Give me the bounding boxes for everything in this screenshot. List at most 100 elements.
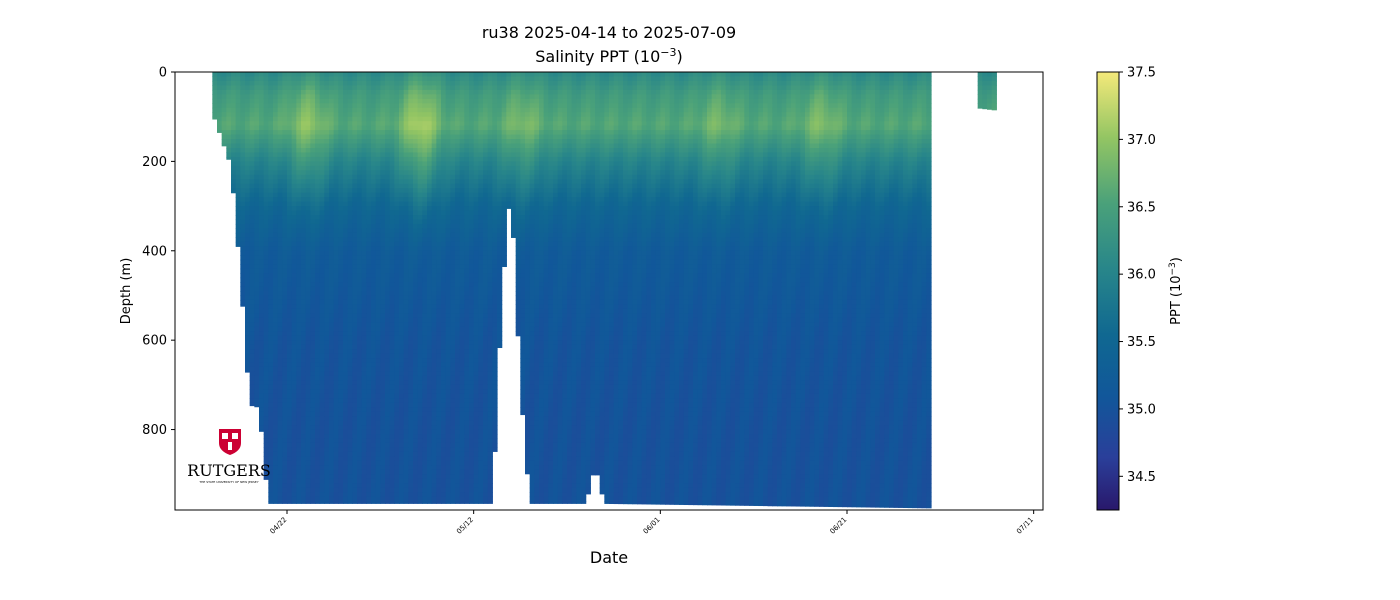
salinity-cell bbox=[333, 411, 339, 417]
salinity-cell bbox=[385, 273, 391, 279]
salinity-cell bbox=[380, 434, 386, 440]
salinity-cell bbox=[389, 371, 395, 377]
salinity-cell bbox=[371, 478, 377, 484]
salinity-cell bbox=[287, 246, 293, 252]
salinity-cell bbox=[329, 389, 335, 395]
salinity-cell bbox=[282, 107, 288, 113]
salinity-cell bbox=[408, 94, 414, 100]
salinity-cell bbox=[375, 76, 381, 82]
salinity-cell bbox=[431, 80, 437, 87]
salinity-cell bbox=[459, 112, 465, 118]
salinity-cell bbox=[450, 416, 456, 422]
salinity-cell bbox=[268, 451, 274, 457]
salinity-cell bbox=[422, 152, 428, 158]
salinity-cell bbox=[417, 366, 423, 373]
salinity-cell bbox=[235, 156, 241, 162]
salinity-cell bbox=[427, 434, 433, 440]
salinity-cell bbox=[375, 380, 381, 386]
salinity-cell bbox=[324, 165, 330, 171]
salinity-cell bbox=[352, 465, 358, 471]
salinity-cell bbox=[473, 98, 479, 104]
salinity-cell bbox=[249, 384, 255, 390]
salinity-cell bbox=[464, 98, 470, 104]
salinity-cell bbox=[375, 442, 381, 449]
salinity-cell bbox=[301, 80, 307, 87]
salinity-cell bbox=[287, 72, 293, 78]
salinity-cell bbox=[473, 232, 479, 238]
salinity-cell bbox=[333, 371, 339, 377]
salinity-cell bbox=[282, 353, 288, 359]
salinity-cell bbox=[305, 210, 311, 216]
salinity-cell bbox=[450, 295, 456, 301]
salinity-cell bbox=[450, 358, 456, 364]
salinity-cell bbox=[469, 451, 475, 457]
salinity-cell bbox=[380, 299, 386, 306]
salinity-cell bbox=[343, 496, 349, 502]
salinity-cell bbox=[324, 451, 330, 457]
salinity-cell bbox=[380, 282, 386, 288]
salinity-cell bbox=[361, 393, 367, 399]
salinity-cell bbox=[478, 130, 484, 136]
salinity-cell bbox=[427, 496, 433, 502]
salinity-cell bbox=[245, 161, 251, 167]
salinity-cell bbox=[310, 411, 316, 417]
salinity-cell bbox=[380, 255, 386, 261]
salinity-cell bbox=[403, 393, 409, 399]
salinity-cell bbox=[347, 389, 353, 395]
salinity-cell bbox=[333, 496, 339, 502]
salinity-cell bbox=[375, 246, 381, 252]
salinity-cell bbox=[445, 451, 451, 457]
salinity-cell bbox=[464, 228, 470, 234]
salinity-cell bbox=[464, 210, 470, 216]
salinity-cell bbox=[389, 349, 395, 355]
salinity-cell bbox=[389, 206, 395, 212]
salinity-cell bbox=[464, 165, 470, 171]
salinity-cell bbox=[315, 425, 321, 431]
salinity-cell bbox=[310, 384, 316, 390]
salinity-cell bbox=[478, 277, 484, 283]
salinity-cell bbox=[441, 384, 447, 390]
salinity-cell bbox=[352, 425, 358, 431]
salinity-cell bbox=[240, 295, 246, 301]
salinity-cell bbox=[399, 313, 405, 319]
salinity-cell bbox=[347, 228, 353, 234]
salinity-cell bbox=[352, 246, 358, 252]
salinity-cell bbox=[352, 375, 358, 381]
salinity-cell bbox=[417, 483, 423, 489]
salinity-cell bbox=[366, 326, 372, 332]
salinity-cell bbox=[357, 219, 363, 225]
salinity-cell bbox=[464, 308, 470, 314]
salinity-cell bbox=[282, 246, 288, 252]
salinity-cell bbox=[347, 362, 353, 368]
salinity-cell bbox=[310, 89, 316, 95]
salinity-cell bbox=[464, 268, 470, 274]
salinity-cell bbox=[305, 416, 311, 422]
salinity-cell bbox=[329, 286, 335, 292]
salinity-cell bbox=[347, 375, 353, 381]
salinity-cell bbox=[371, 416, 377, 422]
salinity-cell bbox=[319, 277, 325, 283]
salinity-cell bbox=[268, 125, 274, 131]
salinity-cell bbox=[221, 98, 227, 104]
salinity-cell bbox=[315, 353, 321, 359]
salinity-cell bbox=[319, 246, 325, 252]
salinity-cell bbox=[422, 76, 428, 82]
salinity-cell bbox=[459, 434, 465, 440]
salinity-cell bbox=[291, 474, 297, 480]
salinity-cell bbox=[436, 156, 442, 162]
salinity-cell bbox=[441, 201, 447, 207]
salinity-cell bbox=[366, 291, 372, 297]
salinity-cell bbox=[287, 89, 293, 95]
salinity-cell bbox=[352, 335, 358, 341]
salinity-cell bbox=[329, 478, 335, 484]
salinity-cell bbox=[221, 121, 227, 127]
salinity-cell bbox=[450, 438, 456, 444]
salinity-cell bbox=[459, 277, 465, 283]
salinity-cell bbox=[273, 492, 279, 498]
salinity-cell bbox=[231, 174, 237, 180]
salinity-cell bbox=[324, 389, 330, 395]
salinity-cell bbox=[361, 308, 367, 314]
salinity-cell bbox=[436, 322, 442, 328]
salinity-cell bbox=[287, 438, 293, 444]
salinity-cell bbox=[455, 398, 461, 404]
